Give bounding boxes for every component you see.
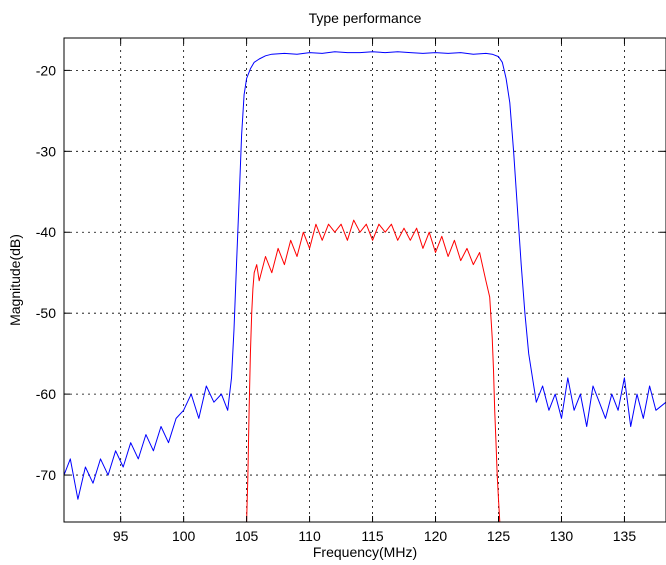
series-line-2 bbox=[246, 219, 501, 522]
chart-title: Type performance bbox=[309, 10, 422, 26]
x-tick-label: 100 bbox=[172, 528, 196, 544]
tick-marks bbox=[64, 38, 666, 522]
plot-background bbox=[64, 38, 666, 522]
y-axis-title: Magnitude(dB) bbox=[7, 234, 23, 326]
y-tick-label: -50 bbox=[36, 305, 56, 321]
grid-lines bbox=[64, 38, 666, 522]
x-tick-labels: 95 100 105 110 115 120 125 130 135 bbox=[113, 528, 636, 544]
plot-frame bbox=[63, 37, 666, 523]
y-tick-label: -70 bbox=[36, 467, 56, 483]
x-tick-label: 95 bbox=[113, 528, 129, 544]
x-axis-title: Frequency(MHz) bbox=[313, 544, 417, 560]
x-tick-label: 130 bbox=[550, 528, 574, 544]
series-group bbox=[64, 51, 666, 522]
y-tick-label: -40 bbox=[36, 224, 56, 240]
x-tick-label: 135 bbox=[613, 528, 637, 544]
x-tick-label: 125 bbox=[487, 528, 511, 544]
x-tick-label: 110 bbox=[298, 528, 321, 544]
y-tick-label: -30 bbox=[36, 143, 56, 159]
x-tick-label: 115 bbox=[361, 528, 384, 544]
y-tick-labels: -70 -60 -50 -40 -30 -20 bbox=[36, 62, 56, 483]
series-line-1 bbox=[64, 51, 666, 500]
x-tick-label: 120 bbox=[424, 528, 448, 544]
y-tick-label: -20 bbox=[36, 62, 56, 78]
x-tick-label: 105 bbox=[235, 528, 259, 544]
y-tick-label: -60 bbox=[36, 386, 56, 402]
